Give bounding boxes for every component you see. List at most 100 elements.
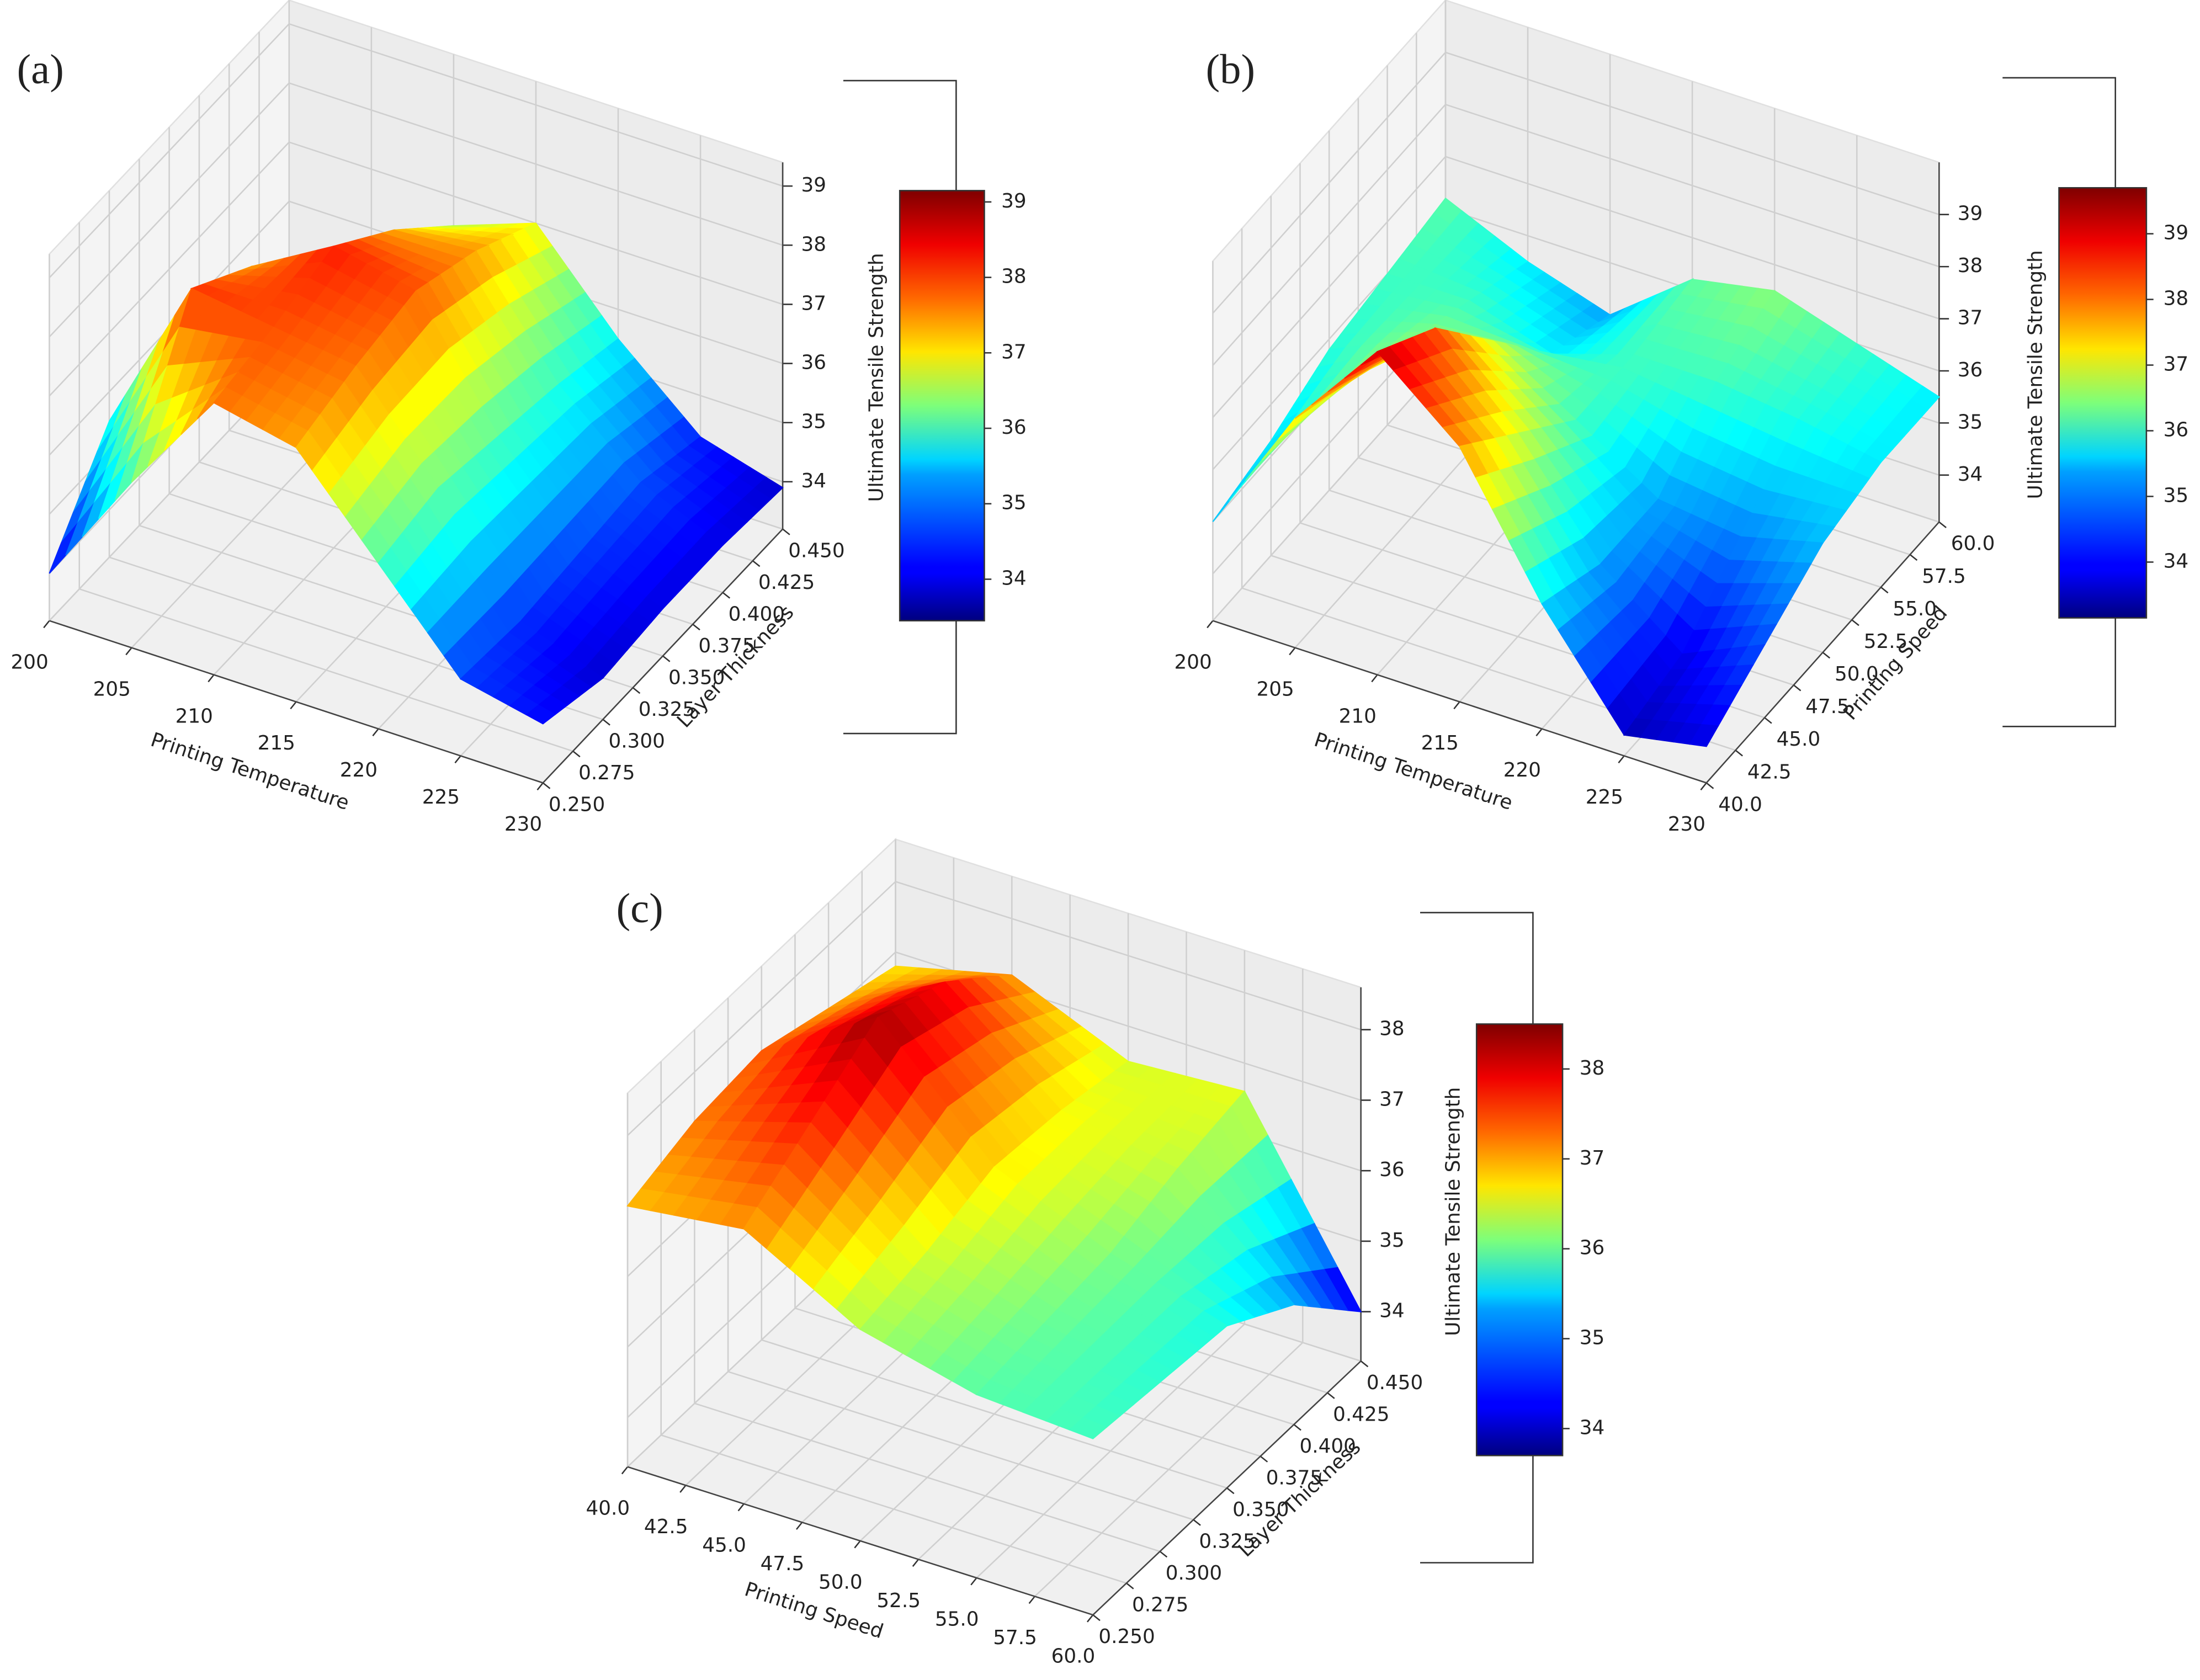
colorbar-tick-label: 38 — [1001, 265, 1027, 288]
x-tick-label: 230 — [504, 813, 542, 836]
x-tick-label: 220 — [340, 759, 378, 781]
y-tick — [542, 782, 551, 789]
x-axis-label: Printing Temperature — [1311, 729, 1516, 815]
grid-line — [49, 141, 290, 397]
x-tick — [43, 620, 50, 629]
x-tick — [1028, 1596, 1035, 1604]
x-tick — [290, 701, 297, 710]
x-tick — [737, 1503, 745, 1512]
grid-line — [1445, 51, 1939, 215]
y-tick-label: 0.300 — [608, 730, 665, 752]
z-tick-label: 36 — [801, 352, 827, 374]
grid-line — [49, 23, 290, 279]
x-axis — [49, 620, 544, 784]
y-tick — [1822, 652, 1831, 659]
y-tick — [1705, 782, 1714, 789]
z-tick-label: 35 — [1379, 1229, 1405, 1252]
y-tick — [602, 719, 610, 726]
grid-line — [289, 23, 783, 187]
z-tick-label: 38 — [1379, 1018, 1405, 1040]
x-tick-label: 210 — [1339, 705, 1377, 727]
grid-line — [1445, 156, 1939, 320]
colorbar-tick-label: 35 — [1580, 1327, 1605, 1349]
x-tick — [621, 1466, 629, 1475]
x-tick-label: 225 — [422, 786, 460, 809]
x-tick-label: 40.0 — [586, 1497, 630, 1519]
colorbar-tick-label: 34 — [1580, 1416, 1605, 1439]
x-tick-label: 47.5 — [761, 1553, 805, 1575]
grid-line — [49, 82, 290, 338]
grid-line — [661, 1434, 1127, 1584]
colorbar-label: Ultimate Tensile Strength — [1442, 1087, 1464, 1336]
y-tick-label: 0.350 — [668, 666, 725, 689]
x-axis-label: Printing Speed — [742, 1578, 886, 1643]
colorbar — [2058, 187, 2148, 619]
x-tick-label: 200 — [11, 651, 49, 673]
x-tick-label: 215 — [1421, 732, 1459, 754]
y-tick — [572, 751, 581, 758]
x-tick — [1207, 620, 1214, 629]
grid-line — [761, 1339, 1227, 1489]
x-tick — [536, 782, 544, 791]
y-tick-label: 0.250 — [1098, 1625, 1155, 1648]
x-tick-label: 60.0 — [1051, 1645, 1096, 1668]
colorbar-tick-label: 35 — [1001, 492, 1027, 514]
grid-line — [79, 588, 573, 752]
x-tick — [1700, 782, 1707, 791]
x-tick-label: 52.5 — [876, 1589, 921, 1612]
x-tick-label: 210 — [176, 705, 213, 727]
y-tick-label: 42.5 — [1747, 761, 1792, 783]
y-tick — [752, 560, 761, 567]
z-tick-label: 37 — [801, 292, 827, 315]
x-tick-label: 225 — [1586, 786, 1623, 809]
y-tick-label: 0.425 — [1333, 1403, 1389, 1426]
y-tick — [662, 655, 671, 662]
colorbar-label: Ultimate Tensile Strength — [865, 253, 888, 502]
grid-line — [1212, 51, 1446, 314]
y-tick-label: 50.0 — [1835, 663, 1879, 685]
y-tick-label: 0.300 — [1166, 1562, 1222, 1585]
x-tick — [125, 647, 132, 656]
panel-label: (c) — [617, 885, 663, 932]
panel: 40.0 42.5 45.0 47.5 50.0 52.5 55.0 57.5 60.00.25… — [586, 837, 1605, 1668]
colorbar-tick-label: 34 — [1001, 567, 1027, 589]
y-tick — [1793, 684, 1802, 692]
y-tick — [1226, 1487, 1235, 1495]
y-tick — [1764, 717, 1772, 724]
y-tick-label: 57.5 — [1922, 565, 1966, 588]
x-axis-label: Printing Temperature — [148, 729, 352, 815]
z-tick-label: 38 — [801, 233, 827, 256]
grid-line — [289, 82, 783, 246]
y-tick — [1327, 1392, 1335, 1399]
z-tick-label: 35 — [1958, 411, 1983, 433]
x-tick — [1535, 728, 1543, 737]
z-tick-label: 37 — [1958, 307, 1983, 329]
x-tick-label: 200 — [1175, 651, 1212, 673]
grid-line — [727, 1371, 1194, 1520]
y-tick — [1092, 1614, 1101, 1621]
z-tick-label: 34 — [801, 470, 827, 492]
y-tick — [1159, 1551, 1168, 1558]
x-tick-label: 205 — [93, 678, 131, 700]
colorbar-tick-label: 37 — [2164, 353, 2189, 375]
x-tick-label: 55.0 — [935, 1608, 979, 1631]
y-tick-label: 0.375 — [1266, 1466, 1322, 1489]
panel: 200 205 210 215 220 225 230 40.0 42.5 45.0 47.5 50.… — [1175, 0, 2189, 836]
x-tick — [1371, 674, 1378, 683]
y-tick-label: 47.5 — [1805, 695, 1850, 718]
x-tick — [454, 755, 461, 764]
grid-line — [1212, 104, 1446, 366]
x-tick-label: 50.0 — [819, 1571, 863, 1594]
y-tick — [1126, 1582, 1134, 1589]
grid-line — [1212, 156, 1446, 418]
y-tick — [692, 624, 700, 631]
colorbar-tick-label: 38 — [1580, 1057, 1605, 1080]
y-tick — [722, 592, 731, 599]
z-tick-label: 38 — [1958, 254, 1983, 277]
x-tick — [970, 1577, 977, 1586]
z-tick-label: 36 — [1379, 1158, 1405, 1181]
panel-label: (b) — [1206, 46, 1255, 93]
x-tick — [1087, 1614, 1094, 1623]
